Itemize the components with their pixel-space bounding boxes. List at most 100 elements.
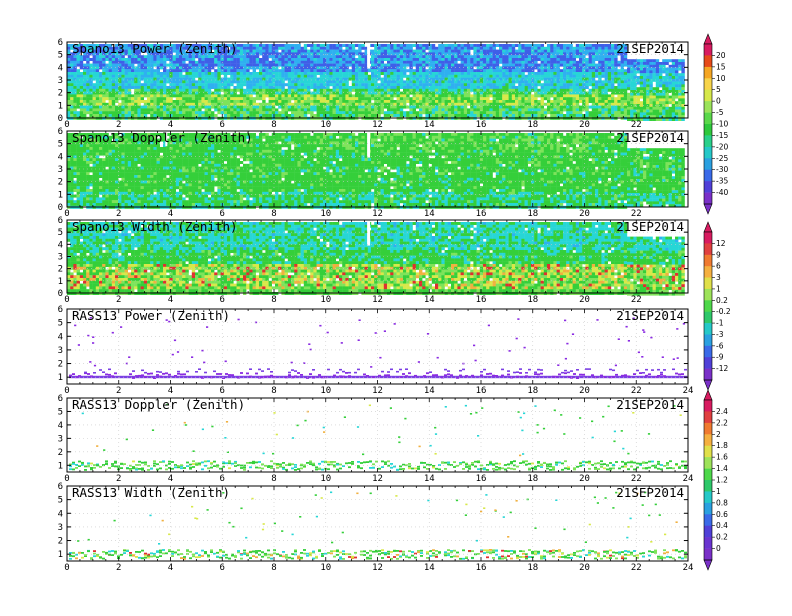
heatmap-cell [432, 69, 435, 72]
heatmap-cell [294, 66, 297, 69]
heatmap-cell [147, 100, 150, 103]
heatmap-cell [598, 61, 601, 64]
heatmap-cell [336, 64, 339, 67]
heatmap-cell [409, 69, 412, 72]
heatmap-cell [441, 47, 444, 50]
heatmap-cell [80, 103, 83, 106]
heatmap-cell [304, 103, 307, 106]
heatmap-cell [553, 108, 556, 111]
heatmap-cell [147, 72, 150, 75]
heatmap-cell [608, 106, 611, 109]
heatmap-cell [390, 111, 393, 114]
heatmap-cell [595, 50, 598, 53]
heatmap-cell [502, 97, 505, 100]
heatmap-cell [566, 61, 569, 64]
heatmap-cell [614, 66, 617, 69]
heatmap-cell [525, 100, 528, 103]
heatmap-cell [445, 61, 448, 64]
heatmap-cell [573, 108, 576, 111]
heatmap-cell [566, 100, 569, 103]
heatmap-cell [192, 97, 195, 100]
heatmap-cell [105, 75, 108, 78]
heatmap-cell [269, 61, 272, 64]
heatmap-cell [128, 106, 131, 109]
heatmap-cell [246, 106, 249, 109]
heatmap-cell [259, 72, 262, 75]
heatmap-cell [470, 108, 473, 111]
heatmap-cell [646, 68, 649, 71]
heatmap-cell [419, 69, 422, 72]
heatmap-cell [467, 89, 470, 92]
heatmap-cell [643, 87, 646, 90]
heatmap-cell [141, 64, 144, 67]
heatmap-cell [381, 55, 384, 58]
heatmap-cell [233, 100, 236, 103]
heatmap-cell [560, 69, 563, 72]
heatmap-cell [409, 75, 412, 78]
heatmap-cell [569, 50, 572, 53]
heatmap-cell [566, 83, 569, 86]
heatmap-cell [553, 94, 556, 97]
heatmap-cell [400, 50, 403, 53]
heatmap-cell [608, 50, 611, 53]
heatmap-cell [477, 100, 480, 103]
heatmap-cell [192, 64, 195, 67]
heatmap-cell [259, 75, 262, 78]
heatmap-cell [275, 86, 278, 89]
heatmap-cell [227, 86, 230, 89]
heatmap-cell [342, 114, 345, 117]
heatmap-cell [185, 97, 188, 100]
heatmap-cell [198, 114, 201, 117]
heatmap-cell [659, 93, 662, 96]
heatmap-cell [294, 114, 297, 117]
heatmap-cell [77, 83, 80, 86]
heatmap-cell [345, 92, 348, 95]
heatmap-cell [467, 114, 470, 117]
heatmap-cell [387, 47, 390, 50]
heatmap-cell [169, 83, 172, 86]
heatmap-cell [157, 80, 160, 83]
heatmap-cell [230, 69, 233, 72]
heatmap-cell [355, 75, 358, 78]
heatmap-cell [384, 111, 387, 114]
heatmap-cell [547, 64, 550, 67]
heatmap-cell [496, 97, 499, 100]
heatmap-cell [560, 103, 563, 106]
heatmap-cell [537, 108, 540, 111]
heatmap-cell [134, 94, 137, 97]
heatmap-cell [579, 64, 582, 67]
heatmap-cell [227, 80, 230, 83]
heatmap-cell [83, 111, 86, 114]
heatmap-cell [537, 72, 540, 75]
heatmap-cell [77, 80, 80, 83]
heatmap-cell [675, 70, 678, 73]
heatmap-cell [560, 108, 563, 111]
heatmap-cell [592, 83, 595, 86]
heatmap-cell [182, 94, 185, 97]
heatmap-cell [438, 89, 441, 92]
heatmap-cell [585, 100, 588, 103]
heatmap-cell [563, 83, 566, 86]
heatmap-cell [621, 58, 624, 61]
heatmap-cell [365, 111, 368, 114]
heatmap-cell [249, 94, 252, 97]
heatmap-cell [317, 61, 320, 64]
heatmap-cell [285, 92, 288, 95]
heatmap-cell [217, 83, 220, 86]
heatmap-cell [566, 58, 569, 61]
heatmap-cell [237, 108, 240, 111]
heatmap-cell [157, 61, 160, 64]
heatmap-cell [592, 50, 595, 53]
heatmap-cell [496, 89, 499, 92]
heatmap-cell [637, 82, 640, 85]
heatmap-cell [637, 87, 640, 90]
heatmap-cell [249, 66, 252, 69]
heatmap-cell [605, 50, 608, 53]
heatmap-cell [301, 64, 304, 67]
heatmap-cell [489, 111, 492, 114]
heatmap-cell [272, 50, 275, 53]
heatmap-cell [144, 61, 147, 64]
heatmap-cell [496, 66, 499, 69]
heatmap-cell [611, 58, 614, 61]
heatmap-cell [605, 61, 608, 64]
